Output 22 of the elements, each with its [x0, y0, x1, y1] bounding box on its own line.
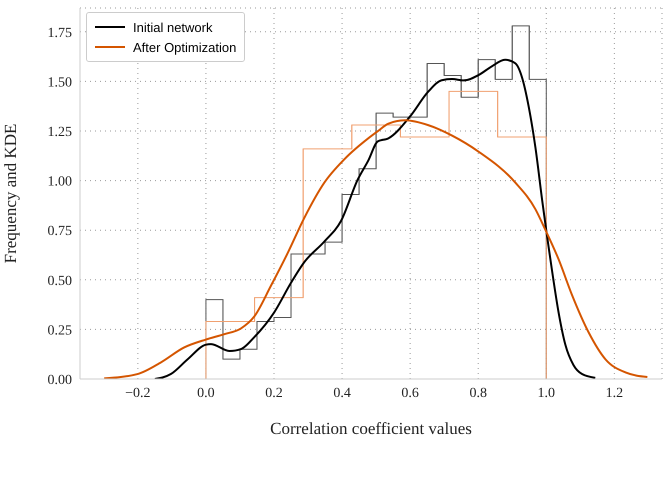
line-series	[103, 119, 648, 379]
x-tick-label: 0.4	[333, 386, 351, 401]
y-tick-label: 1.00	[48, 174, 72, 190]
y-axis-title: Frequency and KDE	[1, 124, 20, 264]
legend-label: Initial network	[133, 20, 212, 34]
x-tick-label: 0.0	[197, 386, 215, 401]
x-tick-label: 0.2	[265, 386, 283, 401]
line-series	[154, 58, 596, 379]
x-tick-label: −0.2	[125, 386, 151, 401]
y-tick-label: 1.50	[48, 75, 72, 90]
x-tick-label: 0.8	[469, 386, 487, 401]
x-tick-label: 1.0	[538, 386, 556, 401]
y-tick-label: 0.50	[48, 274, 72, 289]
x-tick-label: 1.2	[606, 386, 624, 401]
y-tick-label: 1.75	[48, 26, 72, 41]
x-axis-title: Correlation coefficient values	[270, 419, 472, 438]
y-tick-label: 0.25	[48, 323, 72, 338]
y-tick-label: 0.75	[48, 224, 72, 240]
x-tick-label: 0.6	[401, 386, 419, 401]
y-tick-label: 1.25	[48, 124, 72, 140]
legend-label: After Optimization	[133, 40, 236, 54]
y-tick-label: 0.00	[48, 372, 72, 388]
